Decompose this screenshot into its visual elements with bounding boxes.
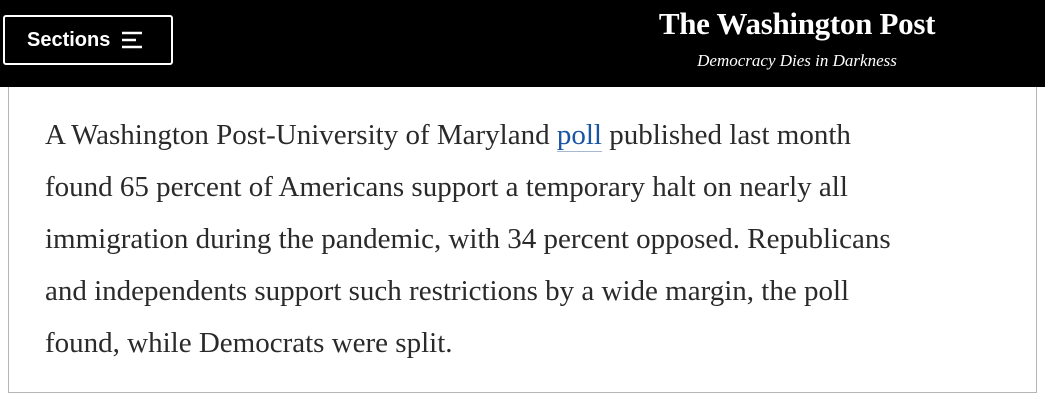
text-line: immigration during the pandemic, with 34…	[45, 223, 891, 255]
sections-button[interactable]: Sections	[3, 15, 173, 65]
text: published last month	[609, 119, 851, 151]
text-line: found 65 percent of Americans support a …	[45, 171, 848, 203]
text-line: A Washington Post-University of Maryland…	[45, 109, 891, 161]
article-box: A Washington Post-University of Maryland…	[8, 87, 1037, 393]
text-line: found, while Democrats were split.	[45, 327, 453, 359]
text: A Washington Post-University of Maryland	[45, 119, 550, 151]
logo[interactable]: The Washington Post	[658, 6, 936, 41]
top-bar: Sections The Washington Post Democracy D…	[0, 0, 1045, 87]
sections-label: Sections	[27, 28, 111, 51]
article-paragraph: A Washington Post-University of Maryland…	[45, 109, 891, 369]
text-line: and independents support such restrictio…	[45, 275, 850, 307]
menu-icon	[122, 31, 143, 49]
tagline: Democracy Dies in Darkness	[697, 51, 897, 70]
poll-link[interactable]: poll	[556, 119, 602, 152]
